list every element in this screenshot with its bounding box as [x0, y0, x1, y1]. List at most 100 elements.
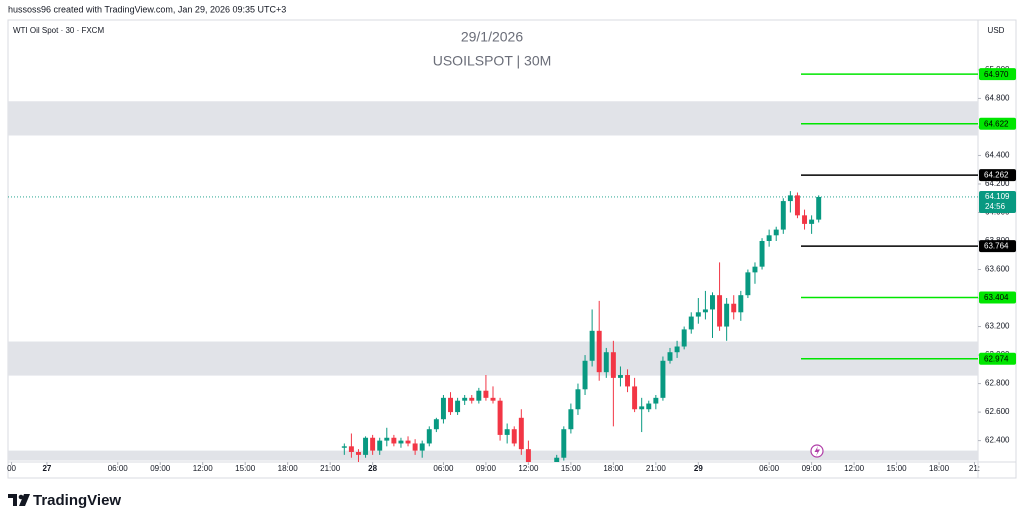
candle-body	[419, 443, 425, 451]
candle-body	[433, 419, 439, 430]
x-tick-label: 28	[368, 464, 377, 473]
candle-body	[440, 397, 446, 420]
candle-body	[667, 352, 673, 361]
y-tick-label: 62.400	[985, 436, 1010, 445]
y-tick-label: 64.800	[985, 94, 1010, 103]
level-tag	[979, 352, 1016, 365]
x-tick-label: 09:00	[802, 464, 823, 473]
candle-body	[780, 201, 786, 230]
candle-body	[561, 429, 567, 458]
candle-body	[809, 219, 815, 224]
x-tick-label: 09:00	[150, 464, 171, 473]
level-label: 64.622	[984, 119, 1009, 128]
candle-body	[469, 397, 475, 401]
last-price-tag	[979, 190, 1016, 213]
x-tick-label: 12:00	[193, 464, 214, 473]
x-tick-label: 00	[7, 464, 16, 473]
candle-body	[426, 429, 432, 444]
credit: hussoss96 created with TradingView.com, …	[8, 4, 286, 14]
x-tick-label: 27	[42, 464, 51, 473]
candle-body	[384, 437, 390, 441]
level-label: 63.764	[984, 242, 1009, 251]
candle-body	[759, 241, 765, 267]
candle-body	[802, 215, 808, 224]
candle-body	[575, 389, 581, 410]
candle-body	[483, 390, 489, 398]
candle-body	[773, 229, 779, 236]
candle-body	[738, 295, 744, 313]
candle-body	[582, 360, 588, 390]
candle-body	[377, 440, 383, 451]
candle-body	[504, 429, 510, 435]
candle-body	[448, 397, 453, 413]
x-tick-label: 06:00	[759, 464, 780, 473]
level-label: 64.970	[984, 70, 1009, 79]
x-tick-label: 09:00	[476, 464, 497, 473]
x-tick-label: 12:00	[844, 464, 865, 473]
x-tick-label: 29	[694, 464, 703, 473]
y-tick-label: 63.600	[985, 265, 1010, 274]
x-tick-label: 18:00	[603, 464, 624, 473]
x-tick-label: 15:00	[887, 464, 908, 473]
candle-body	[497, 400, 503, 435]
candle-body	[405, 440, 411, 444]
candle-body	[794, 195, 800, 216]
candle-body	[341, 446, 347, 448]
candle-body	[476, 390, 482, 401]
x-tick-label: 15:00	[561, 464, 582, 473]
plot	[8, 191, 978, 462]
candle-body	[717, 295, 723, 327]
candle-body	[625, 375, 631, 387]
candle-body	[554, 457, 560, 462]
zone	[8, 450, 978, 461]
x-tick-label: 18:00	[278, 464, 299, 473]
candle-body	[639, 406, 645, 410]
candle-body	[370, 437, 376, 451]
level-label: 63.404	[984, 293, 1009, 302]
candle-body	[752, 266, 758, 273]
candle-body	[391, 437, 397, 444]
candle-body	[646, 403, 652, 410]
x-tick-label: 12:00	[518, 464, 539, 473]
level-tag	[979, 169, 1016, 182]
candle-body	[632, 386, 638, 410]
countdown: 24:56	[985, 202, 1006, 211]
candle-body	[412, 443, 418, 451]
candle-body	[490, 397, 496, 401]
alert-icon	[810, 444, 824, 458]
level-tag	[979, 68, 1016, 81]
last-price-label: 64.109	[985, 192, 1010, 201]
candle-body	[363, 437, 369, 455]
y-tick-label: 62.600	[985, 407, 1010, 416]
candle-body	[518, 417, 524, 450]
level-label: 62.974	[984, 354, 1009, 363]
level-tag	[979, 117, 1016, 130]
x-tick-label: 18:00	[929, 464, 950, 473]
y-tick-label: 63.200	[985, 322, 1010, 331]
chart-title: 29/1/2026	[461, 29, 523, 45]
chart-subtitle: USOILSPOT | 30M	[433, 53, 552, 69]
candle-body	[787, 195, 793, 202]
candle-body	[766, 235, 772, 241]
candle-body	[688, 316, 694, 330]
candle-body	[681, 329, 687, 347]
candle-body	[348, 446, 354, 453]
candle-body	[462, 397, 468, 401]
candle-body	[355, 452, 361, 455]
y-tick-label: 64.200	[985, 179, 1010, 188]
candle-body	[724, 303, 730, 327]
x-tick-label: 15:00	[235, 464, 256, 473]
candle-body	[398, 440, 404, 444]
candle-body	[816, 196, 822, 220]
zone	[8, 101, 978, 136]
candle-body	[695, 312, 701, 317]
candle-body	[674, 346, 680, 353]
candle-body	[589, 330, 595, 361]
candle-body	[653, 397, 659, 404]
candle-body	[525, 449, 531, 462]
level-label: 64.262	[984, 171, 1009, 180]
candle-body	[455, 400, 461, 413]
candle-body	[596, 330, 602, 373]
brand-logo: TradingView	[8, 492, 121, 509]
